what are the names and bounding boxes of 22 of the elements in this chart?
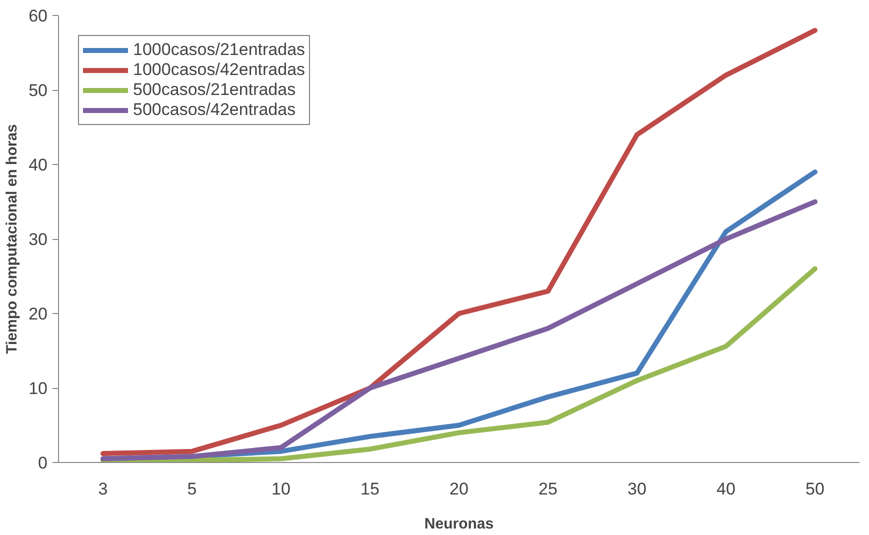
legend-label: 1000casos/21entradas xyxy=(133,40,306,60)
y-tick-label: 30 xyxy=(28,230,48,249)
x-tick-label: 25 xyxy=(538,480,558,498)
y-tick-label: 40 xyxy=(28,156,48,174)
y-axis-title: Tiempo computacional en horas xyxy=(4,124,21,354)
x-tick-label: 30 xyxy=(628,480,646,498)
x-tick-label: 50 xyxy=(806,480,824,498)
x-axis-title: Neuronas xyxy=(424,516,494,532)
y-tick-label: 0 xyxy=(38,454,48,472)
y-tick-label: 60 xyxy=(28,6,48,26)
x-tick-label: 10 xyxy=(272,480,290,498)
y-tick-label: 10 xyxy=(28,379,48,398)
x-tick-label: 20 xyxy=(450,480,468,498)
legend-label: 500casos/42entradas xyxy=(133,100,296,120)
legend-label: 1000casos/42entradas xyxy=(133,60,306,80)
y-tick-label: 50 xyxy=(28,81,48,100)
x-tick-label: 15 xyxy=(360,480,380,498)
x-tick-label: 3 xyxy=(98,480,108,498)
x-tick-label: 40 xyxy=(716,480,736,498)
legend-label: 500casos/21entradas xyxy=(133,80,296,100)
x-tick-label: 5 xyxy=(187,480,197,498)
y-tick-label: 20 xyxy=(28,304,48,324)
